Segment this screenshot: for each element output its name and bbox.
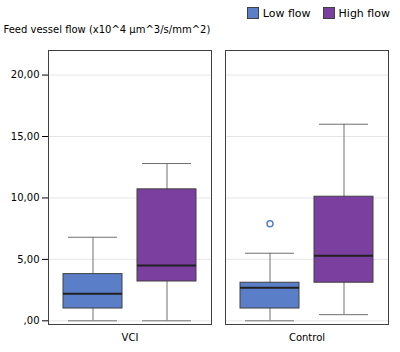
html-text:Low flow: Low flow bbox=[262, 6, 311, 20]
svg-text:VCI: VCI bbox=[122, 332, 139, 343]
svg-text:Feed vessel flow (x10^4 μm^3/s: Feed vessel flow (x10^4 μm^3/s/mm^2) bbox=[4, 24, 211, 35]
svg-text:Control: Control bbox=[289, 332, 325, 343]
svg-text:15,00: 15,00 bbox=[11, 131, 40, 142]
svg-text:,00: ,00 bbox=[24, 315, 40, 326]
svg-text:10,00: 10,00 bbox=[11, 192, 40, 203]
html-text:High flow: High flow bbox=[338, 6, 390, 20]
svg-text:20,00: 20,00 bbox=[11, 69, 40, 80]
svg-text:5,00: 5,00 bbox=[17, 254, 39, 265]
